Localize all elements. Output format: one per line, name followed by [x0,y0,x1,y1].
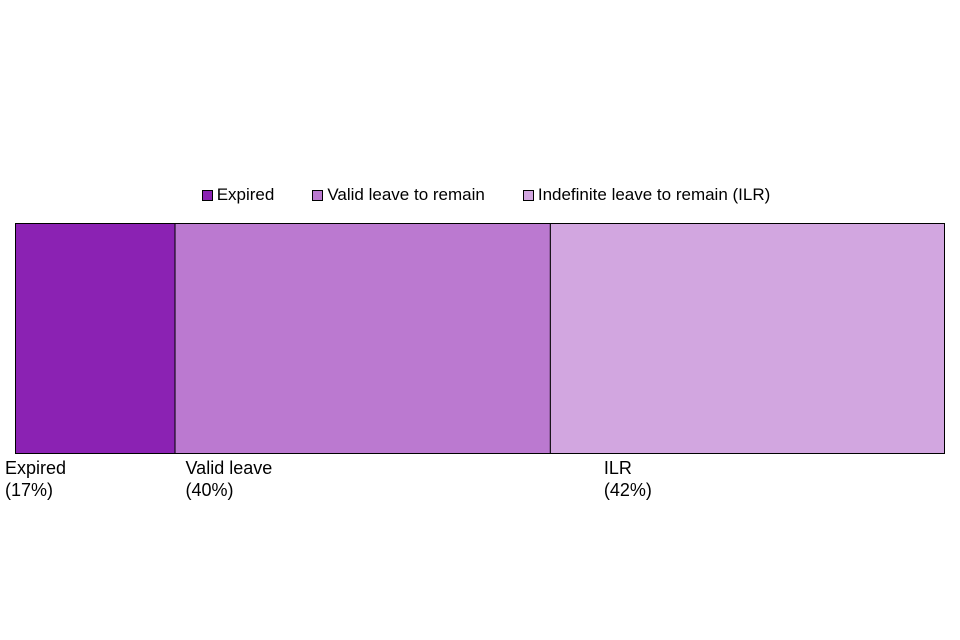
legend-label: Indefinite leave to remain (ILR) [537,185,771,204]
bar-segment-3 [549,223,945,454]
legend-label: Valid leave to remain [327,185,485,204]
legend-label: Expired [216,185,275,204]
segment-label-name: ILR [603,458,632,478]
segment-label: Valid leave (40%) [186,457,273,501]
legend-item: Indefinite leave to remain (ILR) [522,185,771,205]
legend-swatch [522,189,534,201]
segment-label-value: (42%) [603,480,652,500]
bar-segment-2 [174,223,551,454]
legend-swatch [201,189,213,201]
segment-label-value: (17%) [5,480,54,500]
segment-label-name: Expired [5,458,67,478]
legend-item: Expired [201,185,275,205]
legend-item: Valid leave to remain [312,185,485,205]
segment-label: Expired (17%) [5,457,66,501]
legend-swatch [312,189,324,201]
segment-label-value: (40%) [185,480,234,500]
legend: Expired Valid leave to remain Indefinite l… [0,185,960,205]
bar-segment-1 [15,223,176,454]
segment-label: ILR (42%) [604,457,652,501]
segment-label-name: Valid leave [185,458,273,478]
